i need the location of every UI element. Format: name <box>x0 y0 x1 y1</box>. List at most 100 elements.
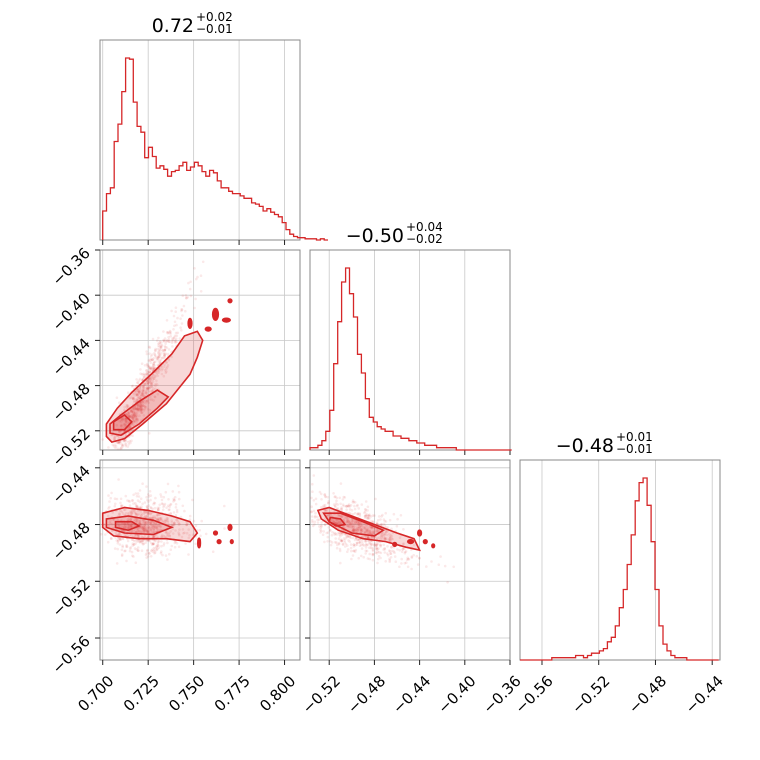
scatter-point <box>157 508 160 512</box>
scatter-point <box>124 420 128 423</box>
scatter-point <box>129 518 132 521</box>
scatter-point <box>154 522 158 526</box>
scatter-point <box>140 541 144 545</box>
scatter-point <box>152 364 155 367</box>
scatter-point <box>152 528 155 531</box>
scatter-point <box>155 548 159 552</box>
scatter-point <box>346 524 350 528</box>
scatter-point <box>165 506 168 510</box>
scatter-point <box>330 533 334 537</box>
scatter-point <box>127 442 131 446</box>
scatter-point <box>353 501 357 504</box>
scatter-point <box>121 537 124 540</box>
scatter-point <box>351 526 355 529</box>
scatter-point <box>188 534 191 537</box>
scatter-point <box>364 507 367 511</box>
scatter-point <box>175 323 178 327</box>
scatter-point <box>141 401 144 404</box>
scatter-point <box>181 528 185 531</box>
scatter-point <box>157 361 161 364</box>
scatter-point <box>311 520 314 524</box>
scatter-point <box>135 504 138 508</box>
scatter-point <box>143 527 146 531</box>
contour-level <box>109 389 170 437</box>
scatter-point <box>327 526 331 529</box>
scatter-point <box>311 490 314 494</box>
scatter-point <box>373 542 377 545</box>
scatter-point <box>125 403 128 407</box>
scatter-point <box>118 401 121 405</box>
scatter-point <box>338 533 341 536</box>
scatter-point <box>141 519 145 522</box>
scatter-point <box>368 530 372 533</box>
scatter-point <box>143 364 147 367</box>
scatter-point <box>351 524 355 528</box>
scatter-point <box>324 509 327 512</box>
scatter-point <box>380 536 383 539</box>
scatter-point <box>364 516 367 520</box>
scatter-point <box>379 556 382 560</box>
scatter-point <box>332 520 336 524</box>
pair-panel-0-2 <box>95 459 301 665</box>
scatter-point <box>159 493 162 496</box>
scatter-point <box>146 408 150 411</box>
title-minus: −0.01 <box>616 442 653 456</box>
scatter-point <box>151 358 154 361</box>
scatter-point <box>342 518 346 522</box>
scatter-point <box>380 522 384 526</box>
scatter-point <box>152 367 156 370</box>
scatter-point <box>383 551 387 554</box>
scatter-point <box>149 361 152 365</box>
scatter-point <box>170 355 173 359</box>
scatter-point <box>366 531 370 535</box>
scatter-point <box>340 538 343 541</box>
scatter-point <box>117 524 120 528</box>
scatter-point <box>133 407 136 411</box>
scatter-point <box>112 445 116 448</box>
scatter-point <box>120 554 124 558</box>
scatter-point <box>354 521 358 524</box>
scatter-point <box>365 529 369 532</box>
scatter-point <box>350 557 353 561</box>
scatter-point <box>142 391 145 395</box>
scatter-point <box>404 550 408 553</box>
scatter-point <box>322 504 326 507</box>
scatter-point <box>152 367 156 371</box>
scatter-point <box>123 422 126 426</box>
scatter-point <box>341 515 344 518</box>
scatter-point <box>357 523 361 527</box>
scatter-point <box>140 535 144 539</box>
scatter-point <box>136 396 140 400</box>
scatter-point <box>360 524 363 528</box>
scatter-point <box>146 498 149 502</box>
scatter-point <box>152 531 156 534</box>
scatter-point <box>187 536 191 540</box>
scatter-point <box>135 529 139 532</box>
scatter-point <box>154 496 157 500</box>
scatter-point <box>129 409 132 412</box>
scatter-point <box>134 542 137 545</box>
scatter-point <box>140 408 143 411</box>
scatter-point <box>352 529 355 532</box>
scatter-point <box>150 526 154 529</box>
scatter-point <box>120 418 124 421</box>
scatter-point <box>187 528 190 531</box>
scatter-point <box>316 521 320 524</box>
scatter-point <box>151 375 155 379</box>
scatter-point <box>430 560 433 563</box>
scatter-point <box>145 372 148 376</box>
scatter-point <box>159 353 162 357</box>
scatter-point <box>388 549 391 552</box>
scatter-point <box>151 516 155 520</box>
contour-blob <box>216 538 222 545</box>
scatter-point <box>338 535 342 538</box>
scatter-point <box>140 525 144 529</box>
scatter-point <box>117 478 120 481</box>
scatter-point <box>136 388 139 392</box>
scatter-point <box>143 528 146 532</box>
scatter-point <box>376 557 380 561</box>
contour-blob <box>227 523 233 532</box>
scatter-point <box>127 499 131 503</box>
scatter-point <box>145 530 149 533</box>
scatter-point <box>173 522 176 525</box>
